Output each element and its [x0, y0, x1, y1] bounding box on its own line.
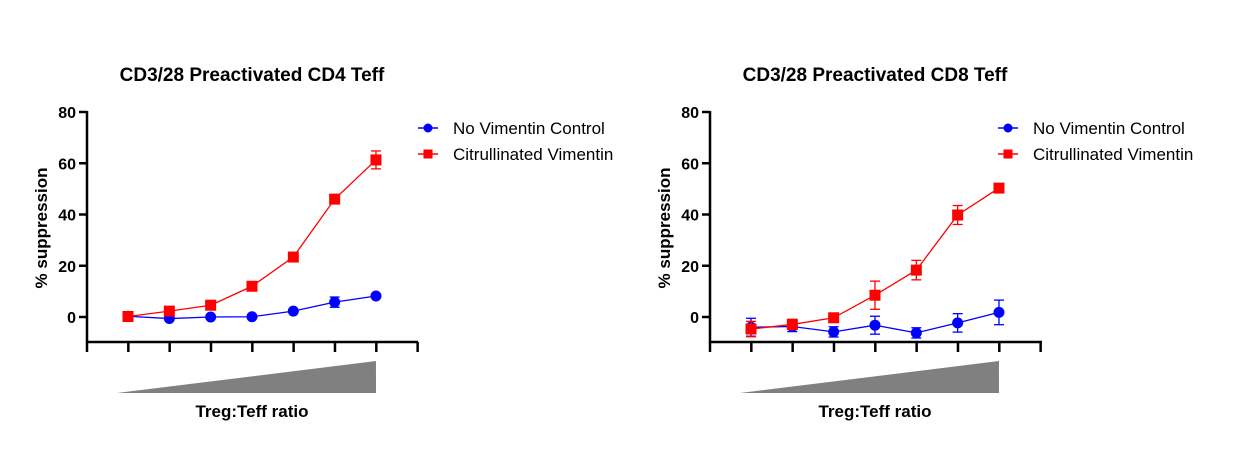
series-citrullinated-vimentin [122, 150, 382, 322]
y-tick-label: 20 [58, 259, 76, 276]
chart-title: CD3/28 Preactivated CD8 Teff [743, 65, 1008, 86]
y-ticks: 0 20 40 60 80 [681, 105, 710, 327]
y-axis-label: % suppression [32, 168, 51, 289]
legend-label: No Vimentin Control [1033, 119, 1185, 138]
data-point [786, 318, 798, 330]
ratio-wedge-shape [117, 361, 376, 393]
data-point [910, 327, 922, 339]
series-group [122, 150, 382, 325]
y-tick-label: 40 [681, 208, 699, 225]
data-point [952, 317, 964, 329]
legend-item: Citrullinated Vimentin [418, 145, 613, 164]
data-point [370, 154, 382, 166]
x-axis-label: Treg:Teff ratio [818, 402, 931, 421]
data-point [205, 311, 217, 323]
legend: No Vimentin Control Citrullinated Vimenti… [418, 119, 613, 164]
series-group [745, 182, 1005, 339]
data-point [163, 305, 175, 317]
series-citrullinated-vimentin [745, 182, 1005, 338]
data-point [869, 289, 881, 301]
data-point [329, 193, 341, 205]
x-axis-label: Treg:Teff ratio [195, 402, 308, 421]
legend-label: Citrullinated Vimentin [1033, 145, 1193, 164]
chart-title: CD3/28 Preactivated CD4 Teff [120, 65, 385, 86]
y-tick-label: 80 [58, 105, 76, 122]
data-point [828, 312, 840, 324]
legend-marker-circle [1003, 123, 1013, 133]
legend-marker-square [1003, 149, 1013, 159]
series-no-vimentin-control [122, 290, 382, 325]
legend-marker-square [423, 149, 433, 159]
legend-marker-circle [423, 123, 433, 133]
y-tick-label: 0 [67, 310, 76, 327]
chart-cd8: CD3/28 Preactivated CD8 Teff % suppressi… [655, 65, 1193, 421]
legend-label: No Vimentin Control [453, 119, 605, 138]
data-point [246, 280, 258, 292]
ratio-wedge-shape [740, 361, 999, 393]
series-line [127, 159, 377, 318]
y-tick-label: 20 [681, 259, 699, 276]
y-tick-label: 0 [690, 310, 699, 327]
data-point [205, 299, 217, 311]
y-tick-label: 60 [58, 156, 76, 173]
data-point [993, 306, 1005, 318]
axes [708, 111, 1042, 352]
data-point [828, 326, 840, 338]
data-point [869, 319, 881, 331]
data-point [246, 311, 258, 323]
data-point [287, 251, 299, 263]
legend-item: No Vimentin Control [418, 119, 605, 138]
axes [85, 111, 419, 352]
data-point [329, 296, 341, 308]
legend: No Vimentin Control Citrullinated Vimenti… [998, 119, 1193, 164]
ratio-wedge [117, 361, 376, 393]
chart-cd4: CD3/28 Preactivated CD4 Teff % suppressi… [32, 65, 613, 421]
y-axis-label: % suppression [655, 168, 674, 289]
data-point [370, 290, 382, 302]
y-tick-label: 80 [681, 105, 699, 122]
y-ticks: 0 20 40 60 80 [58, 105, 87, 327]
data-point [993, 182, 1005, 194]
legend-item: Citrullinated Vimentin [998, 145, 1193, 164]
y-tick-label: 40 [58, 208, 76, 225]
legend-item: No Vimentin Control [998, 119, 1185, 138]
ratio-wedge [740, 361, 999, 393]
data-point [745, 323, 757, 335]
data-point [122, 310, 134, 322]
y-tick-label: 60 [681, 156, 699, 173]
legend-label: Citrullinated Vimentin [453, 145, 613, 164]
data-point [287, 305, 299, 317]
data-point [910, 264, 922, 276]
data-point [952, 209, 964, 221]
